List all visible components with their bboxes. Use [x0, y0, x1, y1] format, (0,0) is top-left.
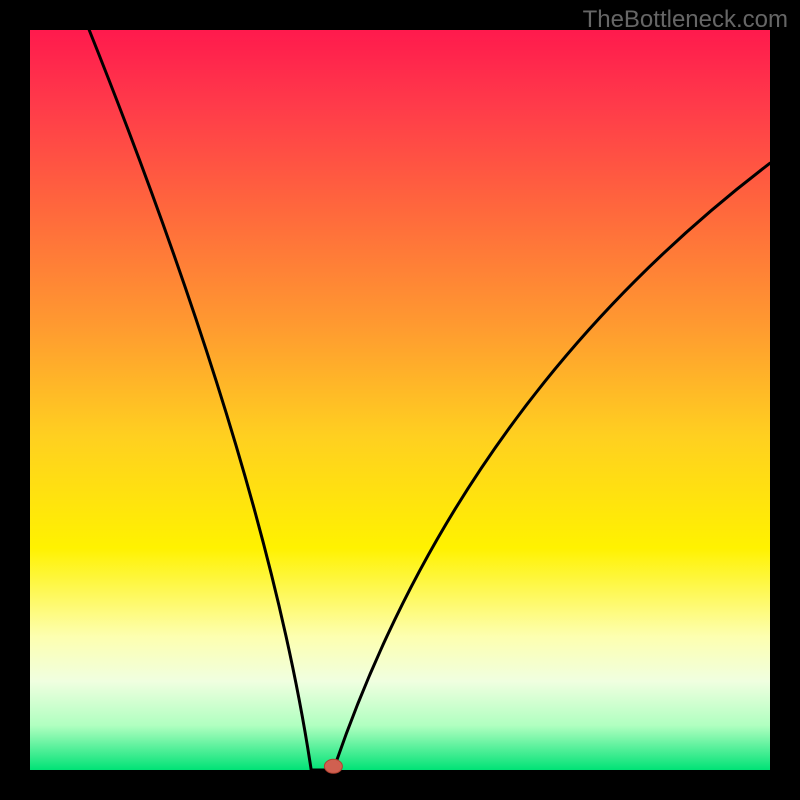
plot-background	[30, 30, 770, 770]
watermark-text: TheBottleneck.com	[583, 6, 788, 34]
chart-container: TheBottleneck.com	[0, 0, 800, 800]
bottleneck-chart	[0, 0, 800, 800]
optimal-marker	[324, 759, 342, 773]
